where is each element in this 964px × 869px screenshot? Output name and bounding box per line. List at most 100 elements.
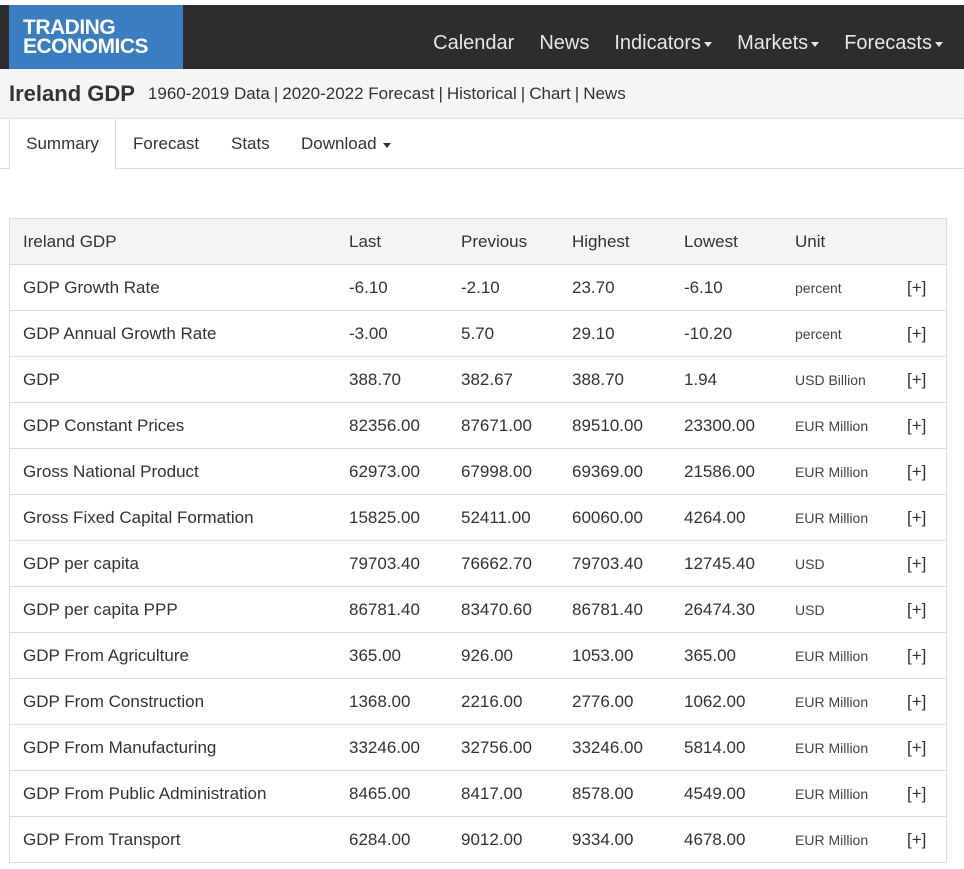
indicator-name-link[interactable]: GDP [23,370,60,389]
table-row: GDP per capita 79703.40 76662.70 79703.40 12… [10,541,946,587]
highest-value: 2776.00 [572,692,634,711]
indicator-name-link[interactable]: GDP per capita [23,554,139,573]
expand-row-button[interactable]: [+] [907,600,927,619]
unit-value: percent [795,280,842,296]
separator: | [438,83,443,103]
lowest-value: 4549.00 [684,784,746,803]
gdp-indicators-table: Ireland GDP Last Previous Highest Lowest… [9,218,947,863]
top-navbar: TRADING ECONOMICS Calendar News Indicato… [0,5,964,69]
lowest-value: 4264.00 [684,508,746,527]
header-unit[interactable]: Unit [795,232,826,251]
lowest-value: 26474.30 [684,600,755,619]
expand-row-button[interactable]: [+] [907,370,927,389]
table-row: GDP From Manufacturing 33246.00 32756.00 33… [10,725,946,771]
expand-row-button[interactable]: [+] [907,324,927,343]
lowest-value: 1062.00 [684,692,746,711]
previous-value: 76662.70 [461,554,532,573]
expand-row-button[interactable]: [+] [907,278,927,297]
link-forecast[interactable]: 2020-2022 Forecast [282,83,435,103]
indicator-name-link[interactable]: GDP From Manufacturing [23,738,217,757]
expand-row-button[interactable]: [+] [907,462,927,481]
lowest-value: 5814.00 [684,738,746,757]
nav-indicators[interactable]: Indicators [614,32,713,55]
indicator-name-link[interactable]: GDP Annual Growth Rate [23,324,217,343]
trading-economics-logo[interactable]: TRADING ECONOMICS [9,5,183,69]
unit-value: EUR Million [795,786,869,802]
tab-download-label: Download [301,134,377,153]
tab-download[interactable]: Download [301,119,391,169]
indicator-name-link[interactable]: GDP From Transport [23,830,181,849]
nav-markets[interactable]: Markets [737,31,820,55]
expand-row-button[interactable]: [+] [907,646,927,665]
tab-forecast[interactable]: Forecast [133,119,199,169]
separator: | [574,83,580,103]
tab-stats-label: Stats [231,134,270,153]
header-lowest[interactable]: Lowest [684,232,738,251]
expand-row-button[interactable]: [+] [907,784,927,803]
indicator-name-link[interactable]: Gross Fixed Capital Formation [23,508,254,527]
expand-row-button[interactable]: [+] [907,554,927,573]
caret-down-icon [704,41,713,47]
nav-markets-label: Markets [737,31,809,54]
highest-value: 8578.00 [572,784,634,803]
lowest-value: -6.10 [684,278,723,297]
expand-row-button[interactable]: [+] [907,830,927,849]
expand-row-button[interactable]: [+] [907,738,927,757]
lowest-value: 365.00 [684,646,736,665]
previous-value: -2.10 [461,278,500,297]
previous-value: 32756.00 [461,738,532,757]
previous-value: 382.67 [461,370,513,389]
indicator-name-link[interactable]: GDP per capita PPP [23,600,178,619]
table-row: GDP Annual Growth Rate -3.00 5.70 29.10 -10.… [10,311,946,357]
previous-value: 9012.00 [461,830,523,849]
nav-forecasts[interactable]: Forecasts [844,32,943,55]
tab-stats[interactable]: Stats [231,119,270,169]
expand-row-button[interactable]: [+] [907,416,927,435]
header-highest[interactable]: Highest [572,232,630,251]
highest-value: 23.70 [572,278,615,297]
unit-value: USD Billion [795,372,866,388]
link-chart[interactable]: Chart [529,83,571,103]
table-row: GDP From Transport 6284.00 9012.00 9334.00 4… [10,817,946,863]
table-body: GDP Growth Rate -6.10 -2.10 23.70 -6.10 perce… [10,265,946,863]
logo-line-2: ECONOMICS [23,35,149,58]
previous-value: 2216.00 [461,692,523,711]
indicator-name-link[interactable]: GDP From Construction [23,692,205,711]
indicator-name-link[interactable]: GDP From Public Administration [23,784,267,803]
header-previous[interactable]: Previous [461,232,528,251]
unit-value: EUR Million [795,648,869,664]
unit-value: EUR Million [795,418,869,434]
header-last[interactable]: Last [349,232,382,251]
unit-value: USD [795,556,825,572]
caret-down-icon [382,142,391,148]
logo-line-1: TRADING [23,16,116,39]
table-header-row: Ireland GDP Last Previous Highest Lowest… [10,219,946,265]
indicator-name-link[interactable]: GDP Growth Rate [23,278,160,297]
highest-value: 33246.00 [572,738,643,757]
table-row: Gross National Product 62973.00 67998.00 69… [10,449,946,495]
last-value: 388.70 [349,370,401,389]
link-historical[interactable]: Historical [446,83,517,103]
lowest-value: 4678.00 [684,830,746,849]
highest-value: 9334.00 [572,830,634,849]
indicator-name-link[interactable]: GDP From Agriculture [23,646,189,665]
highest-value: 29.10 [572,324,615,343]
last-value: -6.10 [349,278,388,297]
indicator-name-link[interactable]: GDP Constant Prices [23,416,185,435]
link-data[interactable]: 1960-2019 Data [147,83,270,103]
last-value: 6284.00 [349,830,411,849]
tab-summary[interactable]: Summary [9,119,116,170]
nav-calendar[interactable]: Calendar [433,32,514,55]
previous-value: 83470.60 [461,600,532,619]
indicator-name-link[interactable]: Gross National Product [23,462,199,481]
nav-calendar-label: Calendar [433,31,515,54]
expand-row-button[interactable]: [+] [907,692,927,711]
expand-row-button[interactable]: [+] [907,508,927,527]
previous-value: 52411.00 [461,508,531,527]
page-title-bar: Ireland GDP 1960-2019 Data | 2020-2022 For… [0,69,964,119]
nav-news[interactable]: News [539,32,589,55]
header-indicator[interactable]: Ireland GDP [23,232,117,251]
link-news[interactable]: News [583,83,626,103]
nav-forecasts-label: Forecasts [844,31,932,54]
previous-value: 87671.00 [461,416,532,435]
